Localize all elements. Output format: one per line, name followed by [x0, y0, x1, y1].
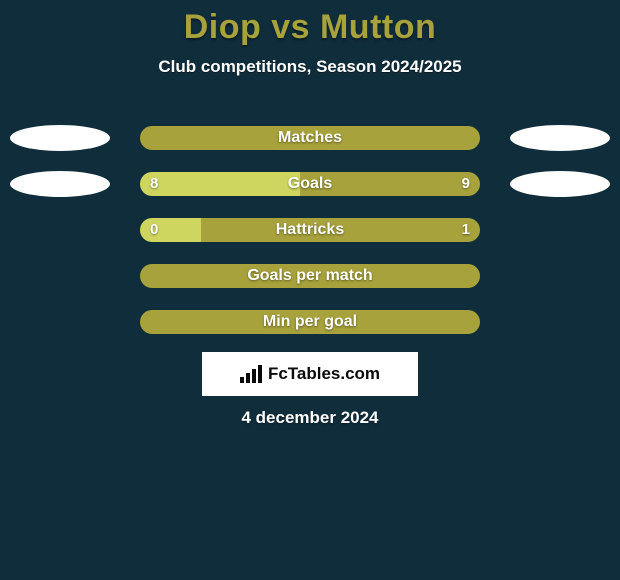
stat-bar-right-seg — [201, 218, 480, 242]
stat-row: Goals89 — [0, 161, 620, 207]
date-label: 4 december 2024 — [0, 408, 620, 428]
stat-value-left: 0 — [150, 218, 158, 242]
player-avatar-right — [510, 125, 610, 151]
stat-bar-right-seg — [140, 264, 480, 288]
stat-bar-left-seg — [140, 172, 300, 196]
stat-bar — [140, 264, 480, 288]
player-avatar-left — [10, 171, 110, 197]
player-avatar-right — [510, 171, 610, 197]
comparison-infographic: Diop vs Mutton Club competitions, Season… — [0, 0, 620, 580]
stat-bar — [140, 218, 480, 242]
stat-row: Matches — [0, 115, 620, 161]
stat-value-right: 1 — [462, 218, 470, 242]
stat-bar-right-seg — [140, 126, 480, 150]
logo-box: FcTables.com — [202, 352, 418, 396]
player-avatar-left — [10, 125, 110, 151]
logo-text: FcTables.com — [268, 364, 380, 384]
stat-rows: MatchesGoals89Hattricks01Goals per match… — [0, 115, 620, 345]
stat-row: Goals per match — [0, 253, 620, 299]
stat-bar — [140, 126, 480, 150]
stat-bar — [140, 310, 480, 334]
stat-row: Min per goal — [0, 299, 620, 345]
stat-bar-right-seg — [140, 310, 480, 334]
subtitle: Club competitions, Season 2024/2025 — [0, 57, 620, 77]
stat-value-right: 9 — [462, 172, 470, 196]
stat-bar — [140, 172, 480, 196]
stat-value-left: 8 — [150, 172, 158, 196]
page-title: Diop vs Mutton — [0, 0, 620, 47]
stat-bar-right-seg — [300, 172, 480, 196]
stat-row: Hattricks01 — [0, 207, 620, 253]
bars-icon — [240, 365, 262, 383]
